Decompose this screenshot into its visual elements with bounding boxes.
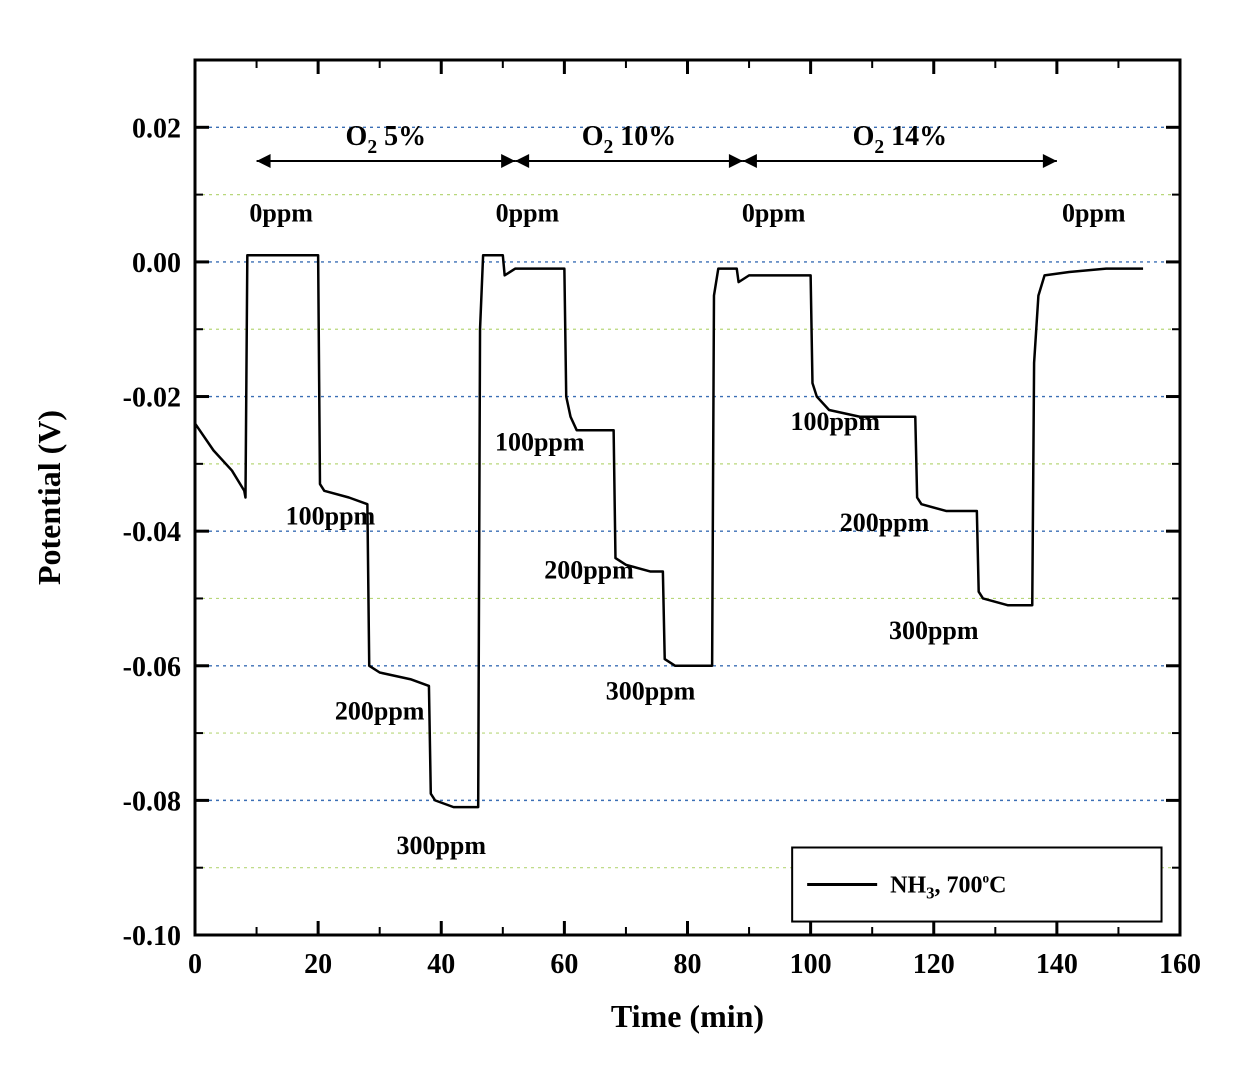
x-tick-label: 160 bbox=[1159, 949, 1201, 980]
x-tick-label: 40 bbox=[427, 949, 455, 980]
y-axis-label: Potential (V) bbox=[31, 410, 67, 585]
annotation-label: 100ppm bbox=[790, 407, 880, 436]
annotation-label: 300ppm bbox=[606, 676, 696, 705]
legend-label: NH3, 700oC bbox=[890, 871, 1006, 903]
y-tick-label: 0.02 bbox=[132, 113, 181, 144]
x-tick-label: 80 bbox=[674, 949, 702, 980]
y-tick-label: -0.08 bbox=[123, 786, 181, 817]
annotation-label: 200ppm bbox=[335, 697, 425, 726]
y-tick-label: -0.06 bbox=[123, 652, 181, 683]
annotation-label: 100ppm bbox=[286, 501, 376, 530]
x-tick-label: 0 bbox=[188, 949, 202, 980]
chart-svg: 0 20 40 60 80 100 120 140 160 -0.10 -0.08 -0.06 -0.0… bbox=[0, 0, 1238, 1082]
x-tick-label: 100 bbox=[790, 949, 832, 980]
annotation-label: 100ppm bbox=[495, 427, 585, 456]
annotation-label: 0ppm bbox=[1062, 199, 1126, 228]
x-tick-label: 20 bbox=[304, 949, 332, 980]
y-tick-label: -0.02 bbox=[123, 383, 181, 414]
annotation-label: 0ppm bbox=[496, 199, 560, 228]
y-tick-label: -0.10 bbox=[123, 921, 181, 952]
annotation-label: 300ppm bbox=[396, 831, 486, 860]
x-axis-label: Time (min) bbox=[611, 998, 764, 1034]
x-tick-label: 140 bbox=[1036, 949, 1078, 980]
annotation-label: 0ppm bbox=[249, 199, 313, 228]
y-tick-label: 0.00 bbox=[132, 248, 181, 279]
chart-container: 0 20 40 60 80 100 120 140 160 -0.10 -0.08 -0.06 -0.0… bbox=[0, 0, 1238, 1082]
y-tick-label: -0.04 bbox=[123, 517, 181, 548]
x-tick-label: 60 bbox=[550, 949, 578, 980]
annotation-label: 300ppm bbox=[889, 616, 979, 645]
annotation-label: 200ppm bbox=[840, 508, 930, 537]
x-tick-label: 120 bbox=[913, 949, 955, 980]
annotation-label: 200ppm bbox=[544, 555, 634, 584]
annotation-label: 0ppm bbox=[742, 199, 806, 228]
